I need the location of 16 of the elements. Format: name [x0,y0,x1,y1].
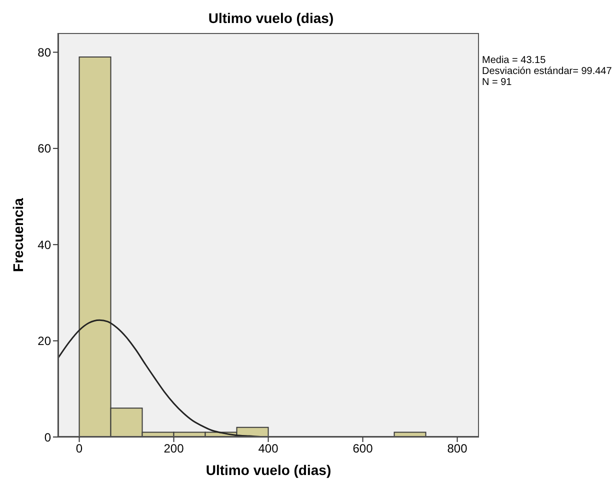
x-tick-label: 800 [447,442,468,456]
x-tick-label: 600 [352,442,374,456]
chart-title: Ultimo vuelo (dias) [207,10,335,26]
y-tick-label: 40 [38,238,52,252]
y-tick-label: 80 [38,46,52,60]
y-tick-label: 60 [38,142,52,156]
y-axis-title: Frecuencia [10,198,26,272]
y-tick-label: 20 [38,334,52,348]
x-tick-label: 200 [164,442,184,456]
text: N = 91 [482,77,513,88]
x-axis-title: Ultimo vuelo (dias) [206,462,332,478]
x-tick-label: 400 [258,442,279,456]
x-tick-label: 0 [76,442,83,456]
text: Desviación estándar= 99.447 [482,66,612,77]
y-tick-label: 0 [44,430,52,444]
text: Media = 43.15 [482,55,547,66]
